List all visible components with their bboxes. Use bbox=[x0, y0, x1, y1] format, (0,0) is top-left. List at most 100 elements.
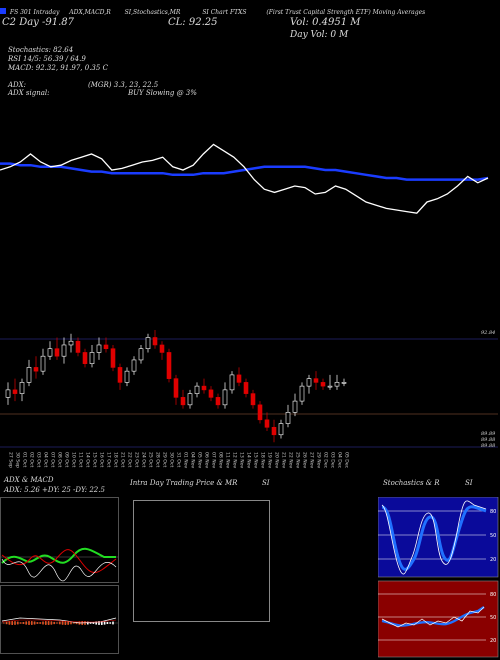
date-tick-label: 18 Oct bbox=[113, 452, 119, 467]
macd-hist-bar bbox=[47, 621, 50, 625]
candle-body bbox=[341, 382, 347, 384]
candlestick-series bbox=[5, 330, 347, 443]
candle-body bbox=[264, 419, 270, 428]
candle-body bbox=[5, 389, 11, 398]
date-tick-label: 20 Nov bbox=[274, 452, 280, 469]
date-tick-label: 22 Nov bbox=[288, 452, 294, 469]
candle-body bbox=[285, 412, 291, 424]
macd-panel-border bbox=[0, 585, 119, 654]
macd-hist-bar bbox=[28, 621, 30, 625]
date-tick-label: 07 Oct bbox=[50, 452, 56, 467]
macd-hist-bar bbox=[39, 622, 41, 624]
date-tick-label: 16 Oct bbox=[99, 452, 105, 467]
macd-hist-bar bbox=[67, 621, 69, 625]
candle-body bbox=[215, 397, 221, 406]
blue-square-icon bbox=[0, 8, 6, 14]
date-tick-label: 05 Nov bbox=[197, 452, 203, 469]
macd-hist-bar bbox=[106, 621, 109, 625]
macd-hist-bar bbox=[92, 622, 95, 624]
adx-plus-di-line bbox=[1, 547, 116, 564]
rsi-tick-80: 80 bbox=[490, 592, 496, 598]
adx-panel-border bbox=[0, 497, 119, 583]
macd-hist-bar bbox=[53, 621, 55, 625]
date-tick-label: 02 Oct bbox=[29, 452, 35, 467]
candle-body bbox=[271, 426, 277, 436]
price-close-line bbox=[0, 143, 489, 214]
macd-hist-bar bbox=[109, 622, 111, 624]
candle-body bbox=[313, 378, 319, 383]
rsi-value: RSI 14/5: 56.39 / 64.9 bbox=[8, 55, 86, 63]
date-tick-label: 25 Nov bbox=[295, 452, 301, 469]
date-tick-label: 30 Oct bbox=[169, 452, 175, 467]
macd-hist-bar bbox=[8, 621, 11, 625]
intraday-title: Intra Day Trading Price & MR bbox=[130, 479, 238, 487]
candle-body bbox=[173, 378, 179, 398]
macd-hist-bar bbox=[73, 622, 75, 624]
candle-body bbox=[257, 404, 263, 421]
date-tick-label: 08 Oct bbox=[57, 452, 63, 467]
date-tick-label: 05 Dec bbox=[344, 452, 350, 469]
date-tick-label: 22 Oct bbox=[127, 452, 133, 467]
stoch-k-line bbox=[381, 500, 487, 575]
date-tick-label: 10 Oct bbox=[71, 452, 77, 467]
macd-hist-bar bbox=[3, 622, 5, 624]
macd-hist-bar bbox=[70, 621, 72, 625]
adx-line bbox=[1, 558, 117, 582]
macd-hist-bar bbox=[42, 621, 44, 625]
date-tick-label: 27 Sep bbox=[8, 452, 14, 468]
macd-hist-bar bbox=[101, 621, 103, 625]
candle-body bbox=[89, 352, 95, 364]
candle-body bbox=[40, 355, 46, 372]
macd-hist-bar bbox=[103, 621, 106, 625]
candle-body bbox=[54, 348, 60, 357]
date-tick-label: 03 Oct bbox=[36, 452, 42, 467]
macd-hist-bar bbox=[19, 622, 22, 624]
moving-average-line bbox=[0, 162, 489, 181]
stoch-rsi-title: Stochastics & R bbox=[383, 479, 440, 487]
macd-signal-line bbox=[1, 619, 117, 623]
adx-minus-di-line bbox=[1, 549, 117, 573]
stoch-rsi-panel: 80 50 20 80 50 20 bbox=[378, 497, 499, 658]
candle-body bbox=[110, 348, 116, 368]
macd-hist-bar bbox=[5, 621, 8, 625]
adx-values: (MGR) 3.3, 23, 22.5 bbox=[88, 81, 159, 89]
macd-hist-bar bbox=[11, 621, 13, 625]
stoch-d-line bbox=[381, 505, 487, 571]
date-tick-label: 15 Nov bbox=[253, 452, 259, 469]
date-tick-label: 29 Nov bbox=[316, 452, 322, 469]
date-tick-label: 31 Oct bbox=[176, 452, 182, 467]
macd-hist-bar bbox=[50, 621, 53, 625]
macd-hist-bar bbox=[14, 621, 16, 625]
price-tick-low-2: 89.88 bbox=[481, 437, 496, 443]
candle-body bbox=[334, 382, 340, 387]
date-axis: 27 Sep 30 Sep 01 Oct 02 Oct 03 Oct 04 Oct 07 O… bbox=[8, 452, 350, 469]
date-tick-label: 11 Oct bbox=[78, 452, 84, 467]
candle-body bbox=[61, 344, 67, 357]
candle-body bbox=[327, 385, 333, 388]
candle-body bbox=[292, 400, 298, 413]
macd-hist-bar bbox=[31, 621, 33, 625]
macd-hist-bar bbox=[36, 622, 39, 624]
macd-hist-bar bbox=[25, 621, 27, 625]
macd-hist-bar bbox=[98, 621, 100, 625]
candle-body bbox=[152, 337, 158, 346]
macd-hist-bar bbox=[33, 621, 36, 625]
date-tick-label: 25 Oct bbox=[148, 452, 154, 467]
header-day-change: C2 Day -91.87 bbox=[2, 17, 75, 28]
candle-body bbox=[68, 340, 74, 346]
header-day-volume: Day Vol: 0 M bbox=[290, 30, 349, 40]
date-tick-label: 12 Nov bbox=[232, 452, 238, 469]
intraday-title-right: SI bbox=[262, 479, 270, 487]
date-tick-label: 30 Sep bbox=[15, 452, 21, 468]
date-tick-label: 19 Nov bbox=[267, 452, 273, 469]
candle-body bbox=[229, 374, 235, 391]
stoch-tick-50: 50 bbox=[490, 533, 496, 539]
date-tick-label: 27 Nov bbox=[309, 452, 315, 469]
candle-body bbox=[103, 344, 109, 350]
date-tick-label: 15 Oct bbox=[92, 452, 98, 467]
date-tick-label: 21 Oct bbox=[120, 452, 126, 467]
adx-panel bbox=[0, 497, 119, 654]
date-tick-label: 03 Dec bbox=[330, 452, 336, 469]
date-tick-label: 28 Oct bbox=[155, 452, 161, 467]
rsi-tick-50: 50 bbox=[490, 615, 496, 621]
